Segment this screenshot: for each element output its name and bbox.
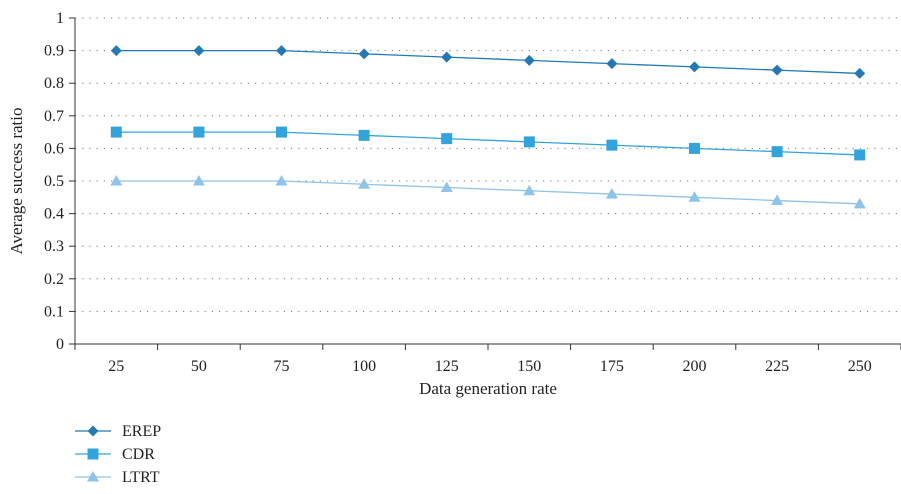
legend-item-erep: EREP (75, 423, 161, 440)
x-axis-title: Data generation rate (419, 379, 557, 398)
data-point-cdr (771, 146, 783, 158)
legend-item-cdr: CDR (75, 446, 155, 463)
y-tick-label: 1 (56, 10, 64, 27)
series-line-ltrt (116, 180, 860, 205)
legend: EREP CDR LTRT (75, 423, 161, 486)
series-lines (110, 45, 866, 209)
x-tick-label: 200 (683, 358, 707, 375)
y-tick-label: 0.2 (44, 271, 64, 288)
legend-label: EREP (122, 423, 161, 440)
data-point-cdr (358, 129, 370, 141)
x-tick-label: 125 (435, 358, 459, 375)
data-point-erep (606, 58, 618, 70)
data-point-cdr (523, 136, 535, 148)
series-line-cdr (116, 131, 860, 156)
legend-marker-erep (87, 425, 99, 437)
x-tick-label: 225 (765, 358, 789, 375)
y-tick-label: 0.6 (44, 140, 64, 157)
data-point-erep (771, 64, 783, 76)
data-point-ltrt (110, 175, 123, 186)
y-axis-title: Average success ratio (7, 108, 26, 255)
data-point-ltrt (688, 191, 701, 202)
data-point-ltrt (771, 194, 784, 206)
data-point-cdr (441, 133, 453, 145)
x-tick-label: 250 (848, 358, 872, 375)
x-tick-label: 25 (108, 358, 124, 375)
data-point-ltrt (358, 178, 371, 189)
data-point-erep (854, 67, 866, 79)
data-point-cdr (689, 142, 700, 154)
series-erep (110, 45, 866, 79)
data-point-cdr (276, 126, 287, 138)
legend-label: LTRT (122, 469, 160, 486)
x-tick-label: 50 (191, 358, 207, 375)
series-cdr (110, 126, 866, 161)
data-point-ltrt (192, 175, 205, 186)
y-tick-label: 0.7 (44, 108, 64, 125)
data-point-erep (523, 54, 535, 66)
y-tick-label: 0 (56, 336, 64, 353)
axes (74, 18, 901, 345)
x-tick-label: 175 (600, 358, 624, 375)
legend-marker-ltrt (87, 471, 99, 482)
y-tick-label: 0.3 (44, 238, 64, 255)
legend-marker-cdr (87, 448, 99, 460)
data-point-cdr (193, 126, 205, 138)
x-tick-label: 75 (274, 358, 290, 375)
data-point-cdr (606, 139, 618, 151)
data-point-cdr (110, 126, 122, 138)
data-point-ltrt (853, 197, 866, 209)
data-point-erep (276, 45, 287, 57)
x-tick-label: 100 (352, 358, 376, 375)
y-tick-label: 0.5 (44, 173, 64, 190)
x-tick-label: 150 (517, 358, 541, 375)
y-tick-labels: 0 0.1 0.2 0.3 0.4 0.5 0.6 0.7 0.8 0.9 1 (44, 10, 64, 353)
y-tick-label: 0.1 (44, 303, 64, 320)
data-point-ltrt (605, 188, 618, 199)
y-tick-label: 0.4 (44, 206, 64, 223)
data-point-erep (358, 48, 370, 60)
legend-label: CDR (122, 446, 155, 463)
data-point-ltrt (523, 184, 536, 196)
data-point-ltrt (440, 181, 453, 193)
legend-item-ltrt: LTRT (75, 469, 160, 486)
data-point-erep (193, 45, 205, 57)
y-tick-label: 0.9 (44, 43, 64, 60)
x-tick-labels: 25 50 75 100 125 150 175 200 225 250 (108, 358, 871, 375)
series-line-erep (116, 49, 860, 75)
series-ltrt (110, 175, 866, 209)
data-point-cdr (854, 149, 866, 161)
y-tick-label: 0.8 (44, 75, 64, 92)
data-point-erep (110, 45, 122, 57)
data-point-erep (441, 51, 453, 63)
data-point-erep (689, 61, 700, 73)
data-point-ltrt (275, 175, 288, 186)
